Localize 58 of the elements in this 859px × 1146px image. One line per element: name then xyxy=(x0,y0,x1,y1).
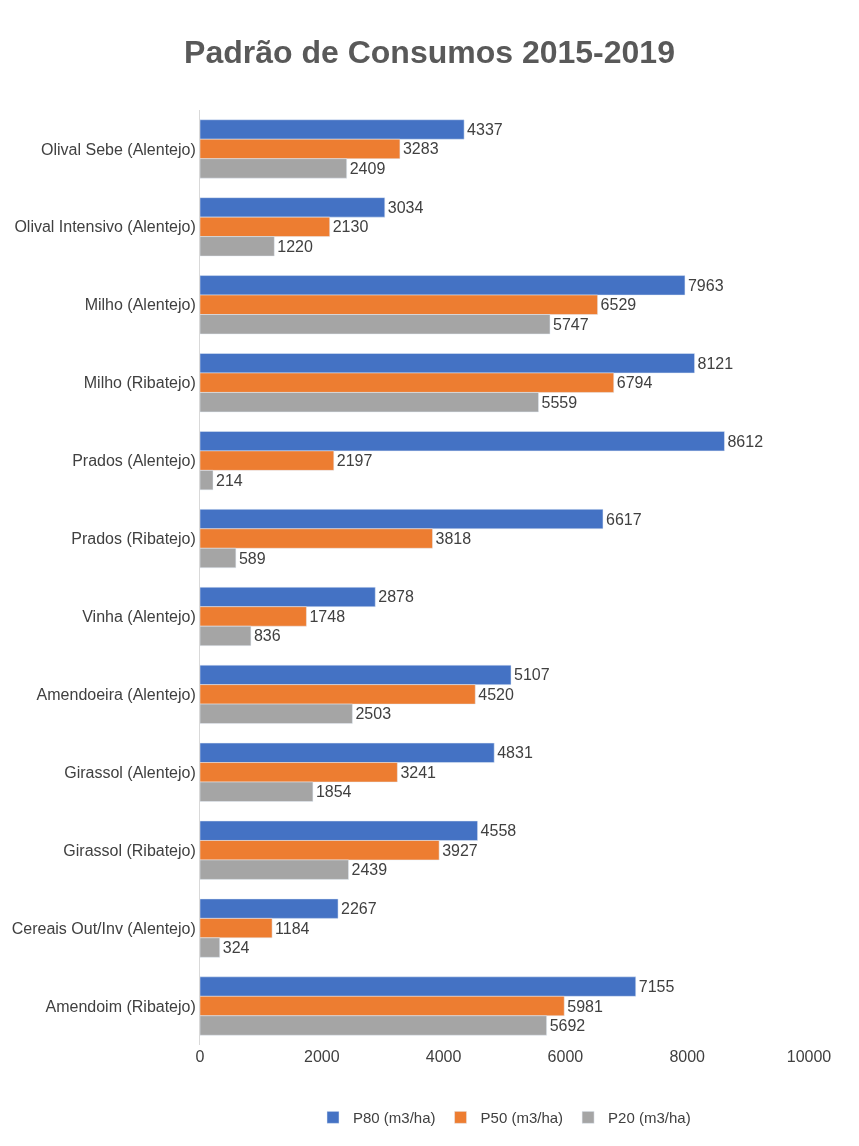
y-tick-label: Prados (Ribatejo) xyxy=(71,530,196,548)
data-label: 3927 xyxy=(442,841,478,859)
y-tick-label: Olival Sebe (Alentejo) xyxy=(41,140,196,158)
data-label: 5559 xyxy=(541,393,578,411)
x-tick-label: 8000 xyxy=(669,1048,706,1065)
data-label: 2439 xyxy=(351,861,388,879)
y-tick-label: Girassol (Alentejo) xyxy=(64,763,196,781)
data-label: 1220 xyxy=(277,237,313,255)
data-label: 2409 xyxy=(349,159,386,177)
data-label: 1184 xyxy=(275,919,310,937)
data-label: 3818 xyxy=(435,530,472,548)
data-label: 7963 xyxy=(687,276,724,294)
y-tick-label: Cereais Out/Inv (Alentejo) xyxy=(11,919,196,937)
data-label: 589 xyxy=(238,549,266,567)
data-label: 5692 xyxy=(549,1017,586,1035)
data-label: 8612 xyxy=(727,432,764,450)
data-label: 324 xyxy=(222,939,250,957)
y-tick-label: Prados (Alentejo) xyxy=(72,452,196,470)
data-label: 4520 xyxy=(478,685,514,703)
y-tick-label: Girassol (Ribatejo) xyxy=(63,841,196,859)
data-label: 6529 xyxy=(600,296,637,314)
y-tick-label: Amendoeira (Alentejo) xyxy=(36,685,196,703)
data-label: 2130 xyxy=(332,218,369,236)
y-tick-label: Amendoim (Ribatejo) xyxy=(45,997,196,1015)
data-label: 2503 xyxy=(355,705,392,723)
x-tick-label: 2000 xyxy=(304,1048,340,1065)
data-label: 2197 xyxy=(336,452,373,470)
data-label: 3241 xyxy=(400,763,437,781)
data-label: 1748 xyxy=(309,607,346,625)
data-label: 8121 xyxy=(697,354,734,372)
data-label: 5107 xyxy=(514,666,550,684)
x-tick-label: 6000 xyxy=(547,1048,584,1065)
data-label: 2878 xyxy=(378,588,414,606)
data-label: 836 xyxy=(253,627,281,645)
data-label: 5747 xyxy=(552,315,589,333)
data-label: 6794 xyxy=(616,374,653,392)
data-label: 4337 xyxy=(467,120,503,138)
y-tick-label: Milho (Ribatejo) xyxy=(83,374,196,392)
data-label: 4558 xyxy=(480,822,517,840)
y-tick-label: Olival Intensivo (Alentejo) xyxy=(14,218,196,236)
data-label: 3034 xyxy=(387,198,424,216)
data-label: 1854 xyxy=(315,783,352,801)
x-tick-label: 0 xyxy=(195,1048,205,1065)
data-label: 2267 xyxy=(341,900,377,918)
data-label: 214 xyxy=(216,471,243,489)
chart-title: Padrão de Consumos 2015-2019 xyxy=(184,33,675,70)
y-tick-label: Vinha (Alentejo) xyxy=(82,608,196,626)
legend-label: P50 (m3/ha) xyxy=(480,1109,564,1127)
legend-label: P20 (m3/ha) xyxy=(608,1109,691,1127)
x-tick-label: 10000 xyxy=(786,1048,832,1065)
x-tick-label: 4000 xyxy=(425,1048,462,1065)
data-label: 7155 xyxy=(638,978,675,996)
data-label: 5981 xyxy=(567,997,603,1015)
data-label: 3283 xyxy=(402,140,439,158)
y-tick-label: Milho (Alentejo) xyxy=(84,296,196,314)
data-label: 4831 xyxy=(497,744,533,762)
data-label: 6617 xyxy=(605,510,642,528)
legend-label: P80 (m3/ha) xyxy=(353,1109,436,1127)
